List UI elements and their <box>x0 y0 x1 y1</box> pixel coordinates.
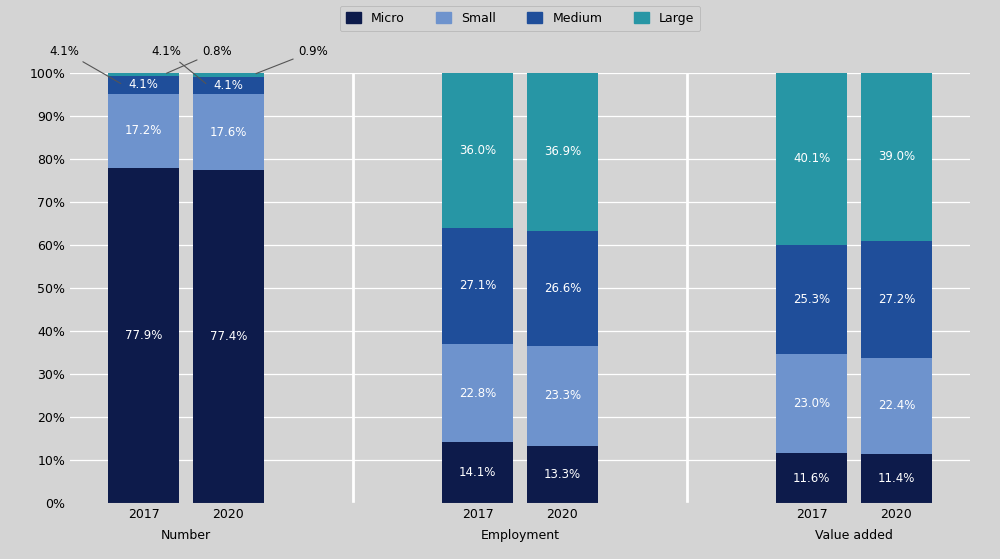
Text: 14.1%: 14.1% <box>459 466 496 479</box>
Text: 26.6%: 26.6% <box>544 282 581 295</box>
Bar <box>861 240 932 358</box>
Bar <box>776 245 847 354</box>
Bar <box>442 442 513 503</box>
Text: 36.0%: 36.0% <box>459 144 496 157</box>
Bar <box>442 344 513 442</box>
Bar <box>193 77 264 94</box>
Text: 11.4%: 11.4% <box>878 472 915 485</box>
Text: 17.2%: 17.2% <box>125 124 162 138</box>
Text: 17.6%: 17.6% <box>210 126 247 139</box>
Text: 4.1%: 4.1% <box>151 45 206 84</box>
Text: 4.1%: 4.1% <box>214 79 243 92</box>
Text: 27.1%: 27.1% <box>459 280 496 292</box>
Bar <box>442 73 513 228</box>
Text: 40.1%: 40.1% <box>793 153 830 165</box>
Bar <box>527 231 598 345</box>
Bar <box>527 446 598 503</box>
Bar <box>776 354 847 453</box>
Text: 22.8%: 22.8% <box>459 387 496 400</box>
Text: 11.6%: 11.6% <box>793 472 830 485</box>
Legend: Micro, Small, Medium, Large: Micro, Small, Medium, Large <box>340 6 700 31</box>
Bar <box>861 73 932 240</box>
Text: 22.4%: 22.4% <box>878 399 915 413</box>
Bar <box>108 94 179 168</box>
Text: 4.1%: 4.1% <box>49 45 121 83</box>
Text: 0.8%: 0.8% <box>167 45 232 73</box>
Bar <box>861 454 932 503</box>
Text: 27.2%: 27.2% <box>878 292 915 306</box>
Bar <box>776 453 847 503</box>
Text: 77.4%: 77.4% <box>210 330 247 343</box>
Text: 0.9%: 0.9% <box>256 45 328 74</box>
Text: 36.9%: 36.9% <box>544 145 581 158</box>
Text: 4.1%: 4.1% <box>129 78 159 92</box>
Bar <box>108 73 179 76</box>
Text: Value added: Value added <box>815 529 893 542</box>
Text: 13.3%: 13.3% <box>544 468 581 481</box>
Text: 39.0%: 39.0% <box>878 150 915 163</box>
Text: Number: Number <box>161 529 211 542</box>
Text: Employment: Employment <box>480 529 559 542</box>
Bar <box>776 73 847 245</box>
Bar <box>442 228 513 344</box>
Bar <box>527 345 598 446</box>
Bar <box>193 170 264 503</box>
Text: 25.3%: 25.3% <box>793 293 830 306</box>
Bar <box>861 358 932 454</box>
Text: 23.3%: 23.3% <box>544 389 581 402</box>
Bar <box>193 73 264 77</box>
Bar <box>108 168 179 503</box>
Text: 23.0%: 23.0% <box>793 397 830 410</box>
Text: 77.9%: 77.9% <box>125 329 162 342</box>
Bar <box>108 76 179 94</box>
Bar <box>527 72 598 231</box>
Bar <box>193 94 264 170</box>
